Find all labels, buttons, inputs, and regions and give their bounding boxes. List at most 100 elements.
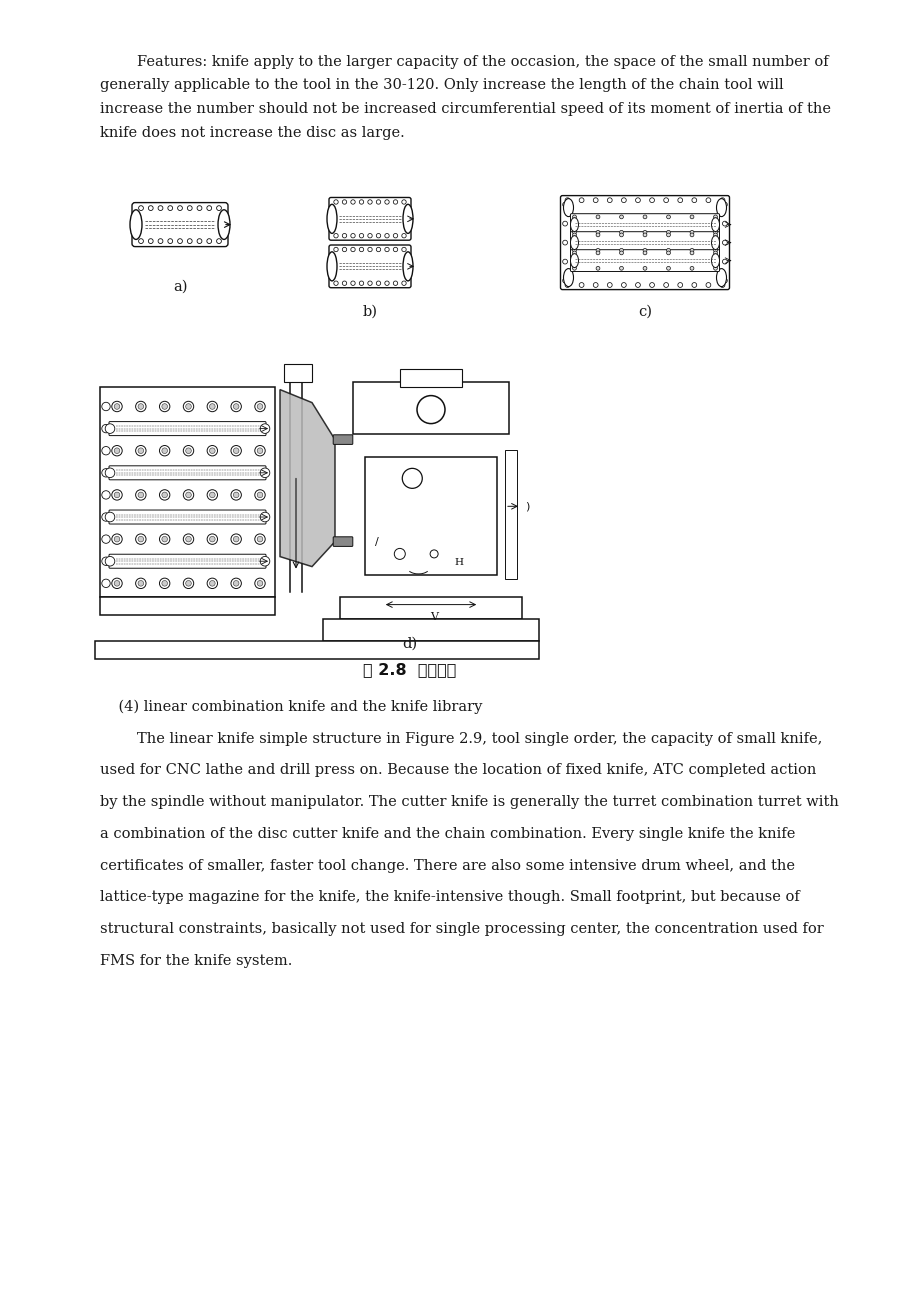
Circle shape (562, 202, 567, 207)
Ellipse shape (403, 251, 413, 281)
Circle shape (186, 492, 191, 497)
Circle shape (210, 581, 215, 586)
Circle shape (102, 469, 110, 477)
Text: lattice-type magazine for the knife, the knife-intensive though. Small footprint: lattice-type magazine for the knife, the… (100, 891, 799, 905)
Text: H: H (454, 559, 463, 568)
Circle shape (713, 230, 717, 234)
Circle shape (102, 402, 110, 410)
Circle shape (416, 396, 445, 423)
Circle shape (713, 251, 717, 255)
Circle shape (720, 198, 724, 203)
Circle shape (663, 198, 668, 203)
Text: certificates of smaller, faster tool change. There are also some intensive drum : certificates of smaller, faster tool cha… (100, 859, 794, 872)
FancyBboxPatch shape (570, 232, 719, 254)
Circle shape (148, 238, 153, 243)
FancyBboxPatch shape (108, 555, 266, 568)
Circle shape (138, 448, 143, 453)
Circle shape (231, 578, 241, 589)
Circle shape (720, 283, 724, 288)
Circle shape (562, 279, 567, 283)
Circle shape (393, 199, 397, 204)
Circle shape (572, 249, 576, 253)
Circle shape (618, 233, 623, 237)
Text: generally applicable to the tool in the 30-120. Only increase the length of the : generally applicable to the tool in the … (100, 78, 783, 92)
Circle shape (135, 401, 146, 411)
Circle shape (207, 401, 217, 411)
Circle shape (350, 247, 355, 251)
Circle shape (183, 490, 194, 500)
Text: d): d) (402, 637, 417, 651)
Text: /: / (374, 536, 378, 547)
Circle shape (721, 279, 727, 283)
Bar (284, 363, 312, 381)
Circle shape (162, 581, 167, 586)
Circle shape (114, 581, 119, 586)
Circle shape (177, 238, 182, 243)
Bar (100, 596, 275, 615)
Circle shape (607, 198, 611, 203)
Circle shape (691, 283, 696, 288)
Circle shape (666, 267, 670, 271)
Circle shape (183, 445, 194, 456)
Circle shape (114, 492, 119, 497)
Circle shape (255, 445, 265, 456)
Circle shape (233, 581, 239, 586)
Circle shape (162, 536, 167, 542)
Circle shape (572, 267, 576, 271)
Bar (95, 641, 539, 659)
Circle shape (572, 251, 576, 255)
Circle shape (257, 404, 263, 409)
Circle shape (138, 536, 143, 542)
Bar (100, 387, 275, 596)
Circle shape (713, 267, 717, 271)
Circle shape (207, 206, 211, 211)
Circle shape (666, 249, 670, 253)
Circle shape (666, 215, 670, 219)
FancyBboxPatch shape (131, 203, 228, 246)
Bar (353, 381, 508, 434)
Circle shape (402, 281, 406, 285)
Circle shape (260, 556, 269, 566)
Circle shape (596, 233, 599, 237)
Circle shape (642, 230, 646, 234)
Circle shape (334, 247, 338, 251)
Circle shape (207, 445, 217, 456)
Text: a combination of the disc cutter knife and the chain combination. Every single k: a combination of the disc cutter knife a… (100, 827, 795, 841)
Circle shape (618, 230, 623, 234)
Circle shape (705, 283, 710, 288)
Circle shape (162, 448, 167, 453)
Circle shape (159, 445, 170, 456)
Circle shape (721, 240, 727, 245)
Circle shape (102, 491, 110, 499)
Circle shape (593, 283, 597, 288)
Circle shape (105, 512, 115, 522)
Circle shape (376, 281, 380, 285)
Circle shape (721, 221, 727, 227)
FancyBboxPatch shape (329, 198, 411, 240)
Circle shape (368, 247, 372, 251)
Ellipse shape (716, 268, 726, 286)
Text: a): a) (173, 280, 187, 293)
Circle shape (112, 490, 122, 500)
Circle shape (210, 536, 215, 542)
Circle shape (642, 215, 646, 219)
Circle shape (666, 233, 670, 237)
Circle shape (618, 251, 623, 255)
Circle shape (384, 247, 389, 251)
Circle shape (138, 492, 143, 497)
Circle shape (649, 283, 653, 288)
Polygon shape (279, 389, 335, 566)
Circle shape (342, 199, 346, 204)
Circle shape (359, 199, 363, 204)
Circle shape (393, 233, 397, 238)
Ellipse shape (570, 254, 578, 267)
Circle shape (564, 283, 569, 288)
Circle shape (231, 534, 241, 544)
Circle shape (689, 251, 693, 255)
Text: The linear knife simple structure in Figure 2.9, tool single order, the capacity: The linear knife simple structure in Fig… (100, 732, 822, 746)
Circle shape (112, 534, 122, 544)
Bar (340, 596, 521, 618)
Circle shape (376, 199, 380, 204)
Text: c): c) (637, 305, 652, 319)
Circle shape (216, 238, 221, 243)
